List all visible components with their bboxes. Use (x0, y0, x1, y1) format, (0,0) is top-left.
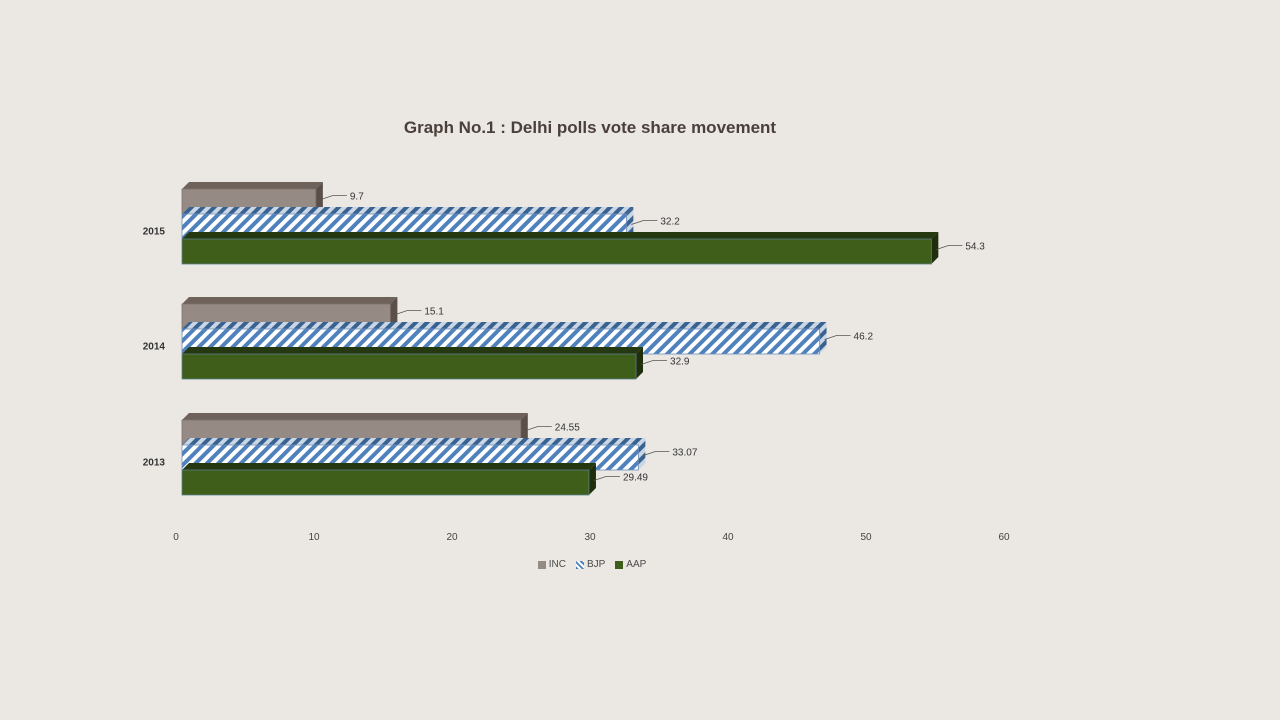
data-label-inc-2014: 15.1 (424, 307, 444, 318)
bar-aap-2013 (181, 463, 596, 496)
data-label-inc-2013: 24.55 (555, 423, 580, 434)
bar-aap-2014 (181, 347, 644, 380)
legend-swatch-bjp (575, 560, 584, 569)
legend-label-aap: AAP (626, 559, 647, 570)
x-tick-label-20: 20 (446, 532, 458, 543)
legend-swatch-inc (537, 560, 546, 569)
bar-aap-2015 (181, 232, 939, 265)
x-tick-label-10: 10 (308, 532, 320, 543)
x-tick-label-60: 60 (998, 532, 1010, 543)
legend: INC BJP AAP (0, 559, 1184, 570)
x-tick-label-0: 0 (173, 532, 179, 543)
legend-item-bjp: BJP (575, 559, 606, 570)
x-tick-label-50: 50 (860, 532, 872, 543)
leader-line-aap-2014 (640, 360, 668, 365)
leader-line-inc-2014 (395, 310, 422, 315)
data-label-aap-2013: 29.49 (623, 473, 648, 484)
x-tick-label-30: 30 (584, 532, 596, 543)
legend-label-bjp: BJP (586, 559, 606, 570)
leader-line-bjp-2013 (643, 451, 670, 456)
category-label-2014: 2014 (143, 342, 166, 353)
data-label-bjp-2013: 33.07 (672, 448, 697, 459)
data-label-inc-2015: 9.7 (350, 192, 364, 203)
legend-swatch-aap (615, 560, 624, 569)
leader-line-bjp-2014 (824, 335, 851, 340)
data-label-bjp-2015: 32.2 (660, 217, 680, 228)
legend-label-inc: INC (548, 559, 566, 570)
chart-title: Graph No.1 : Delhi polls vote share move… (403, 118, 777, 137)
data-label-bjp-2014: 46.2 (854, 332, 874, 343)
legend-item-inc: INC (537, 559, 566, 570)
leader-line-aap-2013 (593, 476, 620, 481)
leader-line-aap-2015 (936, 245, 963, 250)
leader-line-bjp-2015 (631, 220, 658, 225)
category-label-2015: 2015 (143, 227, 166, 238)
leader-line-inc-2013 (525, 426, 552, 431)
data-label-aap-2014: 32.9 (670, 357, 690, 368)
legend-item-aap: AAP (615, 559, 646, 570)
leader-line-inc-2015 (320, 195, 347, 200)
category-label-2013: 2013 (143, 458, 166, 469)
x-tick-label-40: 40 (722, 532, 734, 543)
data-label-aap-2015: 54.3 (965, 242, 985, 253)
